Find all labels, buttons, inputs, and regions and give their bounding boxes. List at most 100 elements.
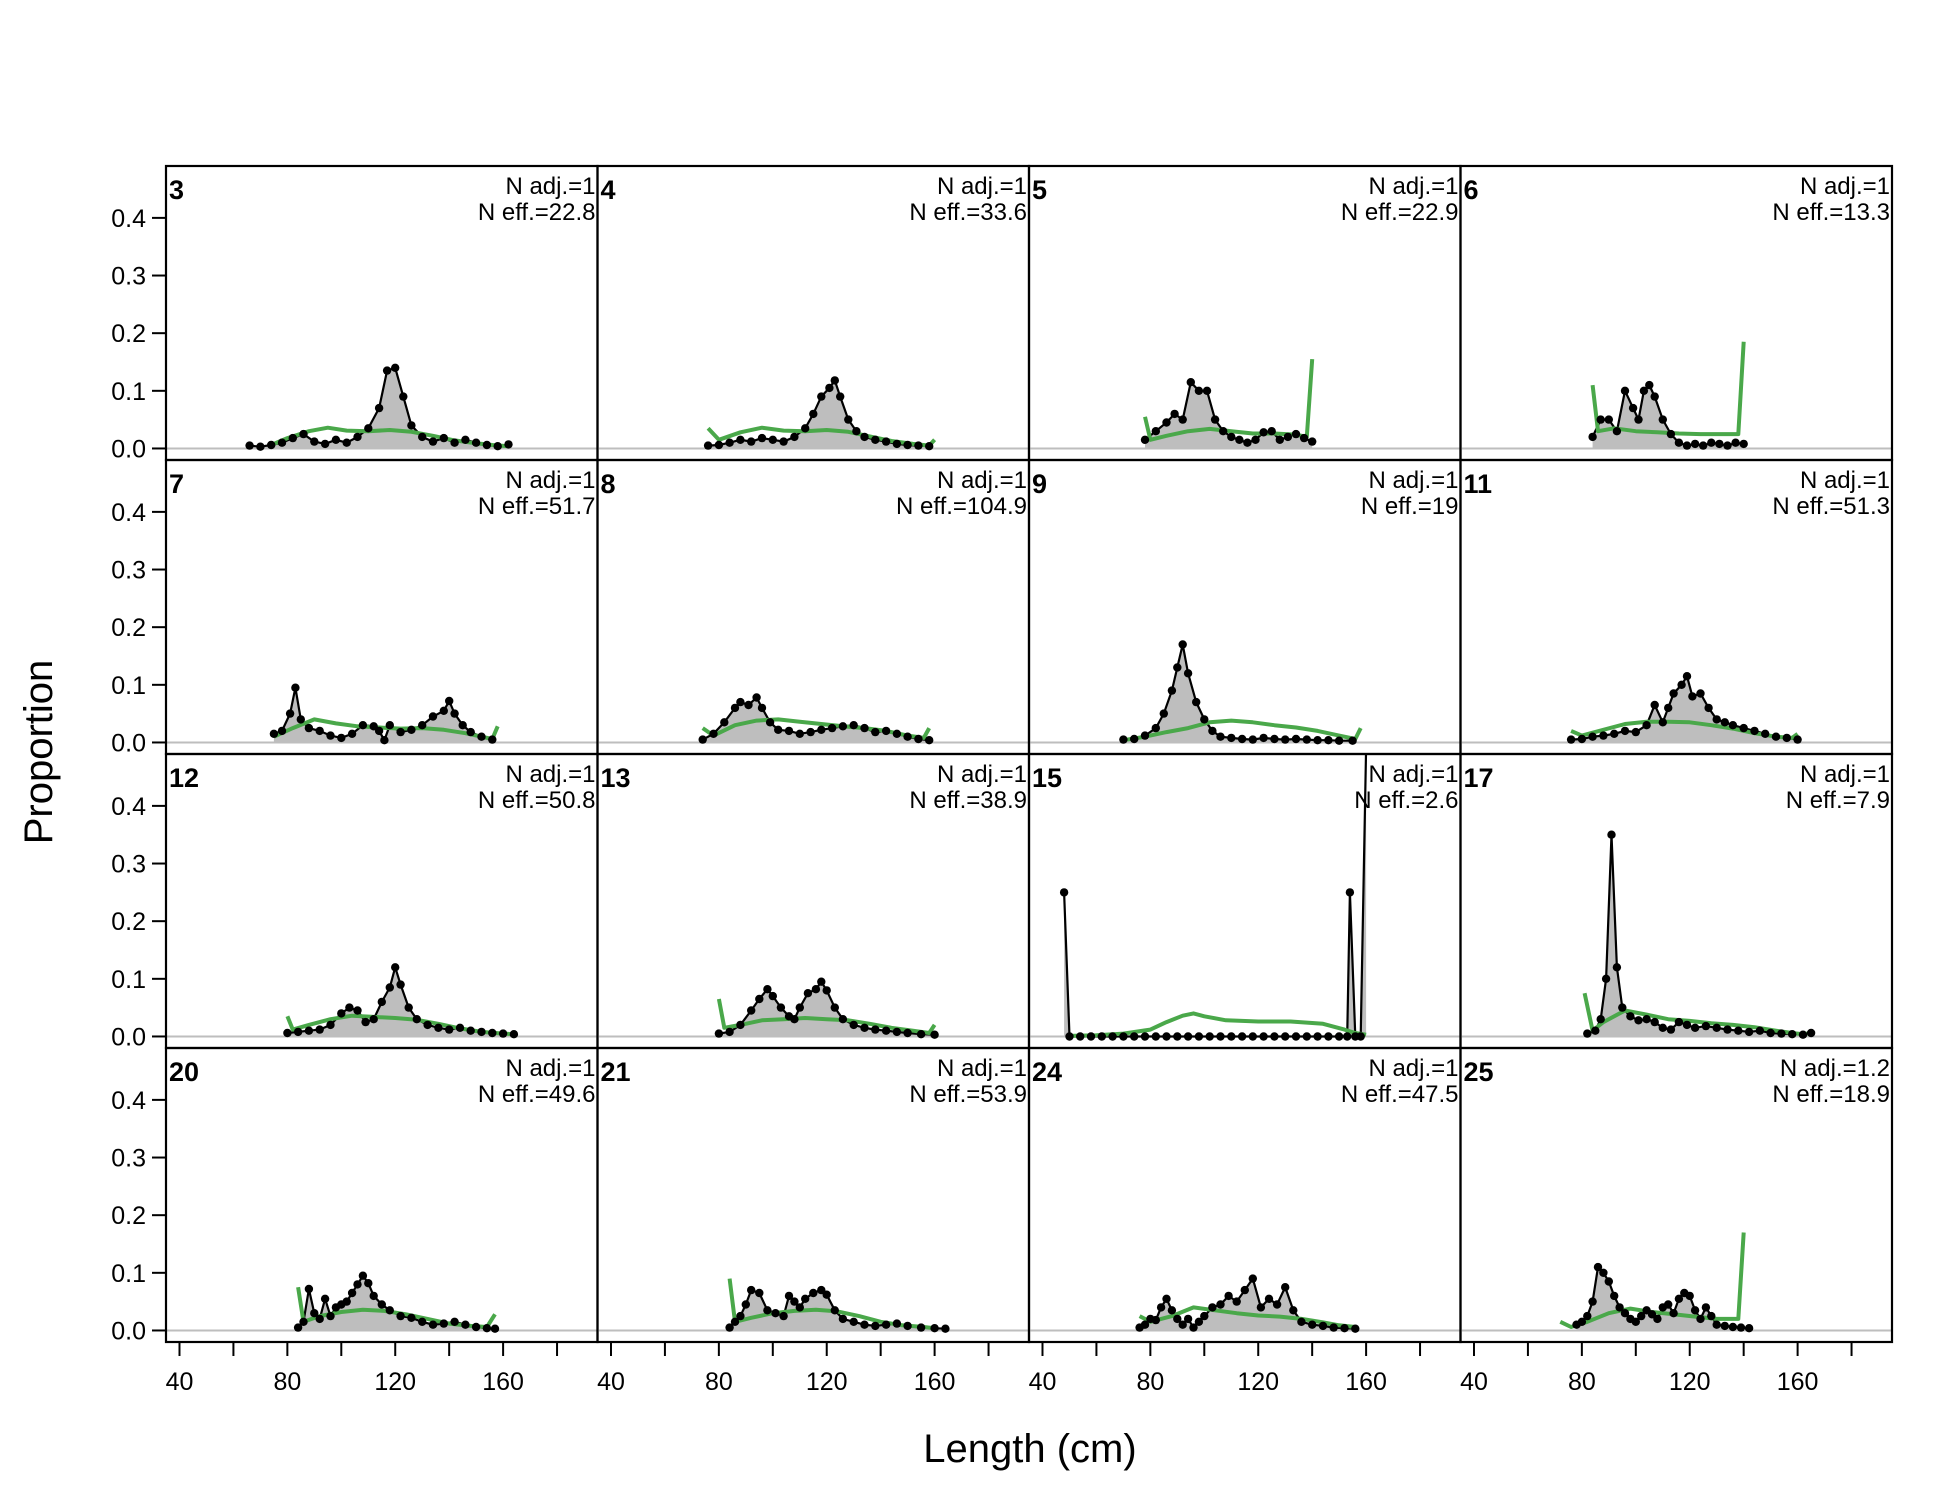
observed-point — [1666, 429, 1676, 439]
observed-point — [285, 709, 295, 718]
observed-point — [1200, 715, 1209, 724]
observed-point — [1744, 1324, 1754, 1333]
y-tick-label: 0.0 — [111, 729, 146, 757]
observed-point — [1653, 1314, 1662, 1324]
observed-point — [482, 1324, 492, 1333]
panel-id-label: 24 — [1032, 1057, 1062, 1087]
observed-point — [1669, 689, 1678, 698]
n-adj-label: N adj.=1 — [937, 761, 1027, 788]
observed-point — [881, 1320, 891, 1329]
observed-point — [1658, 718, 1668, 727]
y-tick-label: 0.4 — [111, 793, 146, 821]
observed-point — [1701, 1021, 1711, 1031]
panel-id-label: 11 — [1464, 469, 1493, 499]
observed-point — [830, 376, 839, 385]
panel-id-label: 15 — [1032, 763, 1062, 793]
x-tick-label: 40 — [166, 1368, 194, 1396]
observed-point — [342, 1297, 351, 1306]
observed-point — [871, 727, 880, 737]
x-tick-label: 160 — [482, 1368, 524, 1396]
observed-point — [1577, 734, 1587, 744]
observed-point — [445, 696, 454, 706]
observed-point — [347, 729, 357, 738]
observed-point — [1162, 1294, 1171, 1304]
observed-point — [315, 1314, 324, 1324]
observed-point — [1642, 1015, 1651, 1024]
observed-point — [477, 732, 486, 741]
observed-point — [358, 721, 368, 730]
x-tick-label: 160 — [1345, 1368, 1387, 1396]
observed-point — [1723, 1025, 1732, 1034]
observed-point — [755, 1288, 764, 1298]
observed-point — [377, 997, 386, 1007]
observed-point — [412, 1015, 421, 1024]
observed-point — [482, 440, 492, 450]
observed-point — [849, 1020, 858, 1030]
observed-point — [1696, 1314, 1705, 1324]
observed-point — [914, 734, 923, 744]
observed-point — [914, 441, 923, 450]
observed-point — [1324, 736, 1333, 745]
panel-id-label: 6 — [1464, 175, 1479, 205]
observed-point — [418, 1317, 427, 1327]
panel-id-label: 13 — [601, 763, 631, 793]
observed-point — [1237, 734, 1247, 744]
panel-id-label: 9 — [1032, 469, 1047, 499]
observed-point — [916, 1323, 926, 1332]
observed-point — [1167, 1306, 1177, 1315]
observed-point — [364, 424, 373, 433]
observed-point — [1351, 1324, 1360, 1333]
y-tick-label: 0.3 — [111, 1145, 146, 1173]
observed-point — [1334, 1032, 1344, 1041]
observed-point — [304, 723, 314, 733]
observed-point — [1712, 715, 1721, 724]
observed-point — [830, 1003, 839, 1012]
expected-line — [1069, 1011, 1367, 1038]
n-eff-label: N eff.=22.8 — [478, 199, 596, 226]
observed-point — [1140, 1320, 1150, 1329]
panel-plot-area — [1029, 754, 1461, 1041]
observed-point — [345, 1003, 354, 1012]
y-tick-label: 0.2 — [111, 908, 146, 936]
observed-point — [269, 729, 279, 738]
observed-point — [811, 985, 821, 994]
observed-point — [1577, 1317, 1587, 1327]
observed-point — [809, 409, 818, 419]
observed-point — [293, 1027, 303, 1037]
observed-point — [1329, 1323, 1338, 1332]
observed-point — [1712, 1320, 1721, 1329]
observed-point — [765, 718, 775, 727]
observed-point — [1281, 1032, 1290, 1041]
observed-point — [1620, 1309, 1630, 1318]
observed-area — [1064, 754, 1367, 1037]
observed-point — [871, 435, 880, 444]
observed-point — [488, 1028, 497, 1038]
observed-point — [809, 1288, 818, 1298]
observed-point — [844, 415, 853, 424]
panel-24: 24 N adj.=1N eff.=47.5 — [1027, 1046, 1462, 1344]
observed-point — [361, 1017, 370, 1027]
observed-point — [755, 994, 764, 1004]
observed-point — [698, 735, 707, 744]
observed-point — [310, 1309, 319, 1318]
observed-area — [729, 1290, 946, 1331]
observed-point — [1243, 438, 1252, 447]
observed-point — [315, 1025, 324, 1034]
observed-point — [1583, 1311, 1592, 1321]
observed-point — [790, 1015, 799, 1024]
observed-point — [779, 1311, 788, 1321]
panel-plot-area — [597, 977, 1029, 1039]
observed-point — [493, 442, 502, 451]
observed-point — [1599, 731, 1608, 740]
observed-point — [860, 1023, 869, 1032]
observed-point — [1628, 403, 1638, 413]
x-tick-label: 80 — [273, 1368, 301, 1396]
observed-point — [1334, 736, 1344, 745]
observed-point — [320, 1294, 330, 1304]
observed-point — [1634, 415, 1643, 424]
observed-point — [795, 729, 804, 738]
n-adj-label: N adj.=1 — [505, 1055, 595, 1082]
panel-frame — [1459, 1046, 1894, 1344]
observed-point — [1173, 1032, 1182, 1041]
